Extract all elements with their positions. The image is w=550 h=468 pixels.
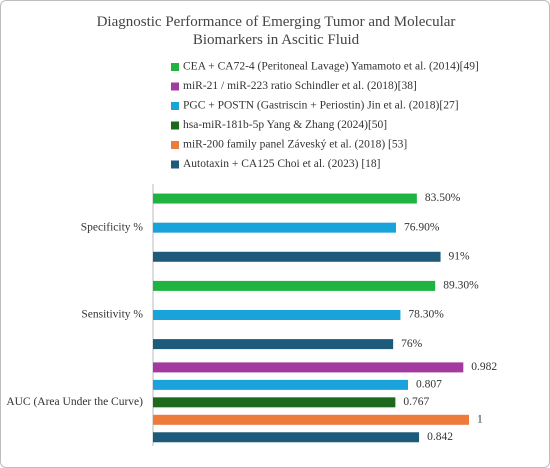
value-label: 76% [401,338,423,350]
value-label: 83.50% [425,192,461,204]
value-label: 78.30% [408,309,444,321]
value-label: 91% [449,250,471,262]
bar [153,339,394,350]
bar [153,222,397,233]
value-label: 0.767 [403,396,429,408]
bar [153,414,469,425]
value-label: 0.982 [471,361,497,373]
value-label: 1 [477,413,483,425]
value-label: 76.90% [404,221,440,233]
legend-swatch [171,82,179,91]
bar [153,379,409,390]
bar [153,310,401,320]
bar [153,280,436,291]
chart-title: Diagnostic Performance of Emerging Tumor… [96,14,456,48]
legend-label: Autotaxin + CA125 Choi et al. (2023) [18… [183,158,381,170]
value-label: 89.30% [443,280,479,292]
category-label: Sensitivity % [81,309,143,321]
bar [153,251,441,262]
legend-label: hsa-miR-181b-5p Yang & Zhang (2024)[50] [183,119,387,131]
value-label: 0.807 [416,379,442,391]
bar [153,362,464,373]
legend-swatch [171,160,179,169]
legend-swatch [171,63,179,71]
category-label: Specificity % [81,221,144,233]
legend-swatch [171,141,179,149]
legend-label: PGC + POSTN (Gastriscin + Periostin) Jin… [183,100,459,112]
bar [153,397,396,408]
legend-label: miR-21 / miR-223 ratio Schindler et al. … [183,80,417,92]
legend-swatch [171,102,179,110]
value-label: 0.842 [427,431,453,443]
legend-label: CEA + CA72-4 (Peritoneal Lavage) Yamamot… [183,61,479,73]
bar [153,432,420,443]
legend-swatch [171,121,179,130]
bar [153,193,417,204]
category-label: AUC (Area Under the Curve) [6,396,143,408]
legend-label: miR-200 family panel Záveský et al. (201… [183,139,407,151]
